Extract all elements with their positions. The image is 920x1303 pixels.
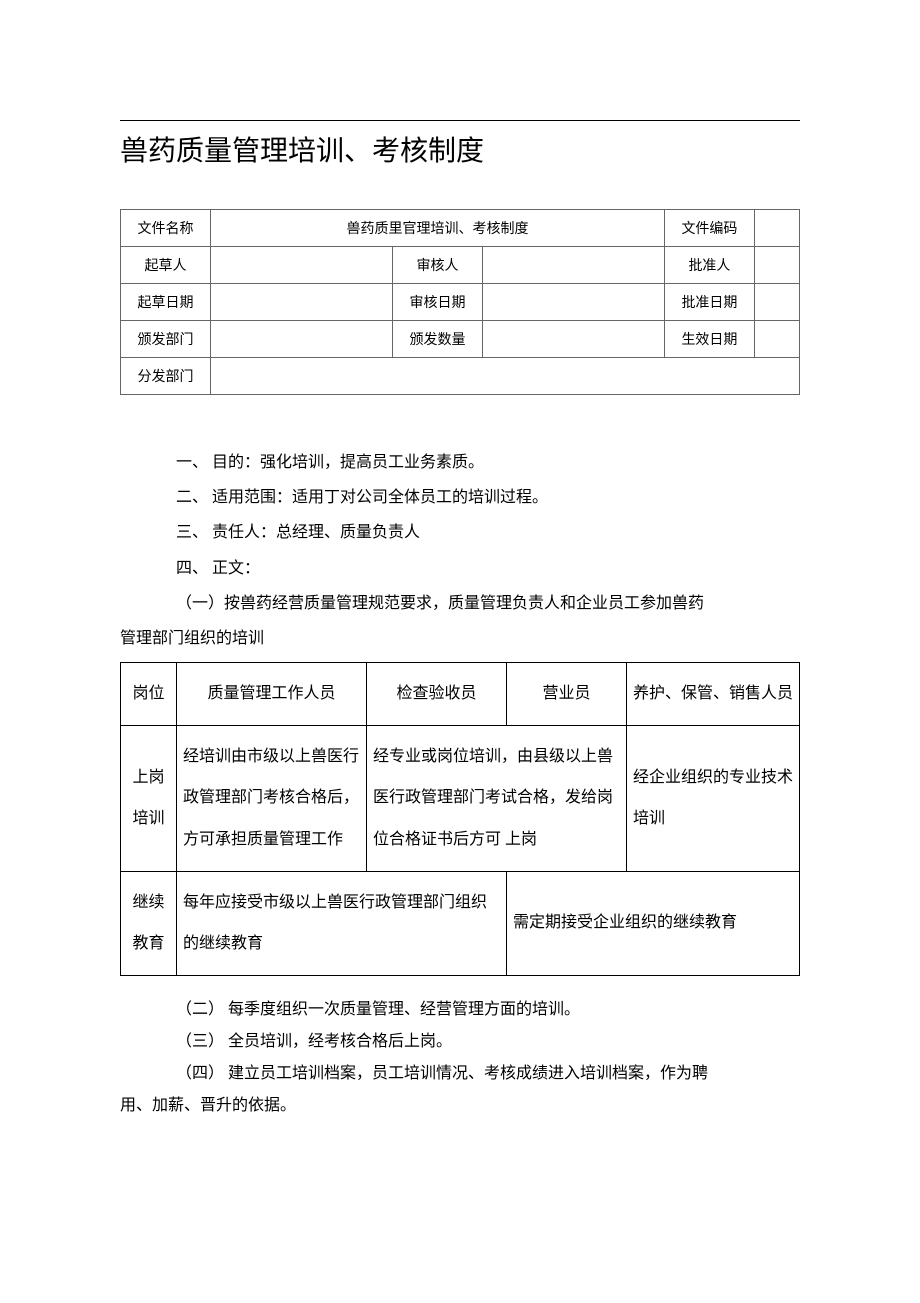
meta-cell-approve-date-label: 批准日期 xyxy=(664,284,754,321)
train-row-onboard-label: 上岗培训 xyxy=(121,725,177,871)
paragraph-purpose: 一、 目的：强化培训，提高员工业务素质。 xyxy=(120,445,800,480)
paragraph-scope: 二、 适用范围：适用丁对公司全体员工的培训过程。 xyxy=(120,480,800,515)
train-head-qm-staff: 质量管理工作人员 xyxy=(177,663,367,726)
meta-cell-approver-value xyxy=(754,247,799,284)
document-title: 兽药质量管理培训、考核制度 xyxy=(120,129,800,209)
meta-cell-dist-dept-value xyxy=(211,358,800,395)
paragraph-item3: （三） 全员培训，经考核合格后上岗。 xyxy=(120,1026,800,1058)
paragraph-item4-line1: （四） 建立员工培训档案，员工培训情况、考核成绩进入培训档案，作为聘 xyxy=(120,1058,800,1090)
training-table: 岗位 质量管理工作人员 检查验收员 营业员 养护、保管、销售人员 上岗培训 经培… xyxy=(120,662,800,976)
train-row-onboard-inspect-sales: 经专业或岗位培训，由县级以上兽医行政管理部门考试合格，发给岗位合格证书后方可 上… xyxy=(367,725,627,871)
train-row-onboard-other: 经企业组织的专业技术培训 xyxy=(627,725,800,871)
train-head-other-staff: 养护、保管、销售人员 xyxy=(627,663,800,726)
train-head-sales-clerk: 营业员 xyxy=(507,663,627,726)
paragraph-responsible: 三、 责任人：总经理、质量负责人 xyxy=(120,515,800,550)
meta-cell-file-name-value: 兽药质里官理培训、考核制度 xyxy=(211,210,665,247)
meta-cell-approve-date-value xyxy=(754,284,799,321)
meta-cell-review-date-value xyxy=(482,284,664,321)
table-row: 岗位 质量管理工作人员 检查验收员 营业员 养护、保管、销售人员 xyxy=(121,663,800,726)
meta-cell-issue-dept-value xyxy=(211,321,393,358)
table-row: 颁发部门 颁发数量 生效日期 xyxy=(121,321,800,358)
train-row-onboard-qm: 经培训由市级以上兽医行政管理部门考核合格后，方可承担质量管理工作 xyxy=(177,725,367,871)
meta-cell-drafter-value xyxy=(211,247,393,284)
body-text-block: 一、 目的：强化培训，提高员工业务素质。 二、 适用范围：适用丁对公司全体员工的… xyxy=(120,445,800,656)
meta-cell-draft-date-label: 起草日期 xyxy=(121,284,211,321)
meta-cell-dist-dept-label: 分发部门 xyxy=(121,358,211,395)
paragraph-item2: （二） 每季度组织一次质量管理、经营管理方面的培训。 xyxy=(120,994,800,1026)
paragraph-item1-line2: 管理部门组织的培训 xyxy=(120,621,800,656)
paragraph-item1-line1: （一）按兽药经营质量管理规范要求，质量管理负责人和企业员工参加兽药 xyxy=(120,586,800,621)
meta-cell-review-date-label: 审核日期 xyxy=(392,284,482,321)
table-row: 起草日期 审核日期 批准日期 xyxy=(121,284,800,321)
meta-cell-file-code-value xyxy=(754,210,799,247)
paragraph-main: 四、 正文： xyxy=(120,551,800,586)
meta-cell-file-name-label: 文件名称 xyxy=(121,210,211,247)
meta-cell-drafter-label: 起草人 xyxy=(121,247,211,284)
train-row-contedu-label: 继续教育 xyxy=(121,871,177,975)
table-row: 分发部门 xyxy=(121,358,800,395)
meta-cell-effective-date-value xyxy=(754,321,799,358)
train-head-inspector: 检查验收员 xyxy=(367,663,507,726)
table-row: 起草人 审核人 批准人 xyxy=(121,247,800,284)
tail-text-block: （二） 每季度组织一次质量管理、经营管理方面的培训。 （三） 全员培训，经考核合… xyxy=(120,994,800,1122)
meta-cell-reviewer-label: 审核人 xyxy=(392,247,482,284)
train-head-position: 岗位 xyxy=(121,663,177,726)
table-row: 继续教育 每年应接受市级以上兽医行政管理部门组织的继续教育 需定期接受企业组织的… xyxy=(121,871,800,975)
train-row-contedu-left: 每年应接受市级以上兽医行政管理部门组织的继续教育 xyxy=(177,871,507,975)
meta-cell-effective-date-label: 生效日期 xyxy=(664,321,754,358)
title-rule xyxy=(120,120,800,121)
train-row-contedu-right: 需定期接受企业组织的继续教育 xyxy=(507,871,800,975)
meta-cell-draft-date-value xyxy=(211,284,393,321)
meta-cell-approver-label: 批准人 xyxy=(664,247,754,284)
meta-table: 文件名称 兽药质里官理培训、考核制度 文件编码 起草人 审核人 批准人 起草日期… xyxy=(120,209,800,395)
meta-cell-reviewer-value xyxy=(482,247,664,284)
meta-cell-issue-qty-label: 颁发数量 xyxy=(392,321,482,358)
table-row: 上岗培训 经培训由市级以上兽医行政管理部门考核合格后，方可承担质量管理工作 经专… xyxy=(121,725,800,871)
meta-cell-issue-dept-label: 颁发部门 xyxy=(121,321,211,358)
paragraph-item4-line2: 用、加薪、晋升的依据。 xyxy=(120,1090,800,1122)
meta-cell-issue-qty-value xyxy=(482,321,664,358)
table-row: 文件名称 兽药质里官理培训、考核制度 文件编码 xyxy=(121,210,800,247)
meta-cell-file-code-label: 文件编码 xyxy=(664,210,754,247)
